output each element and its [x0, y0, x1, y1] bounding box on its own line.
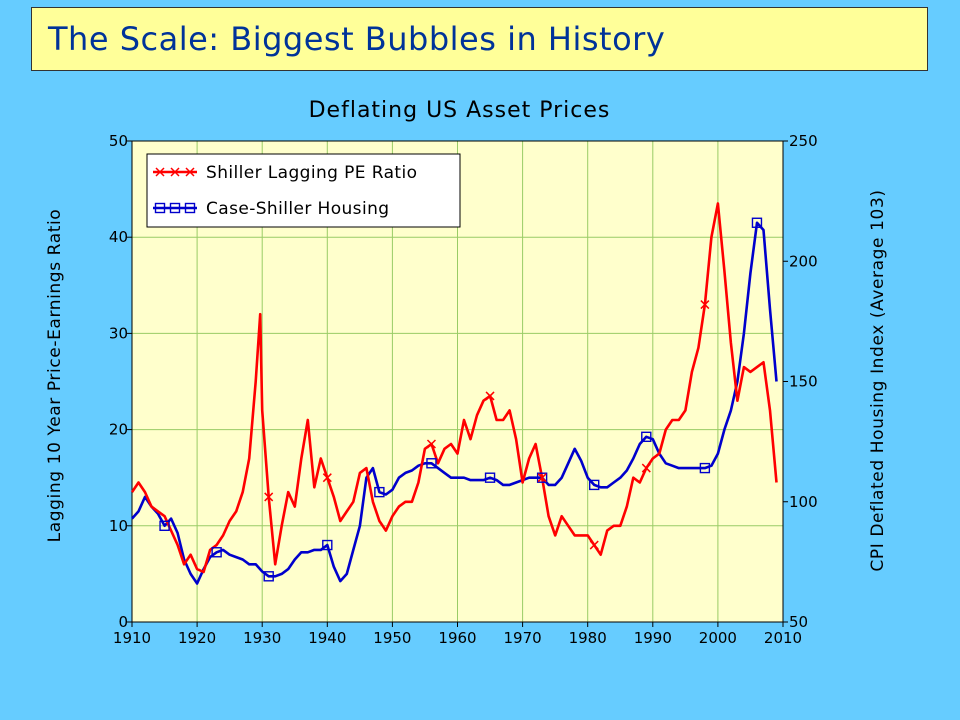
legend: [146, 153, 461, 228]
x-tick-label: 1970: [504, 629, 542, 647]
series-point-housing: [263, 571, 274, 582]
y2-axis-label: CPI Deflated Housing Index (Average 103): [868, 189, 888, 571]
legend-marker: [170, 167, 180, 177]
series-point-pe: [589, 540, 599, 550]
series-point-housing: [484, 472, 496, 483]
x-tick-label: 1950: [373, 629, 411, 647]
series-point-housing: [159, 520, 170, 531]
y2-tick-label: 50: [789, 613, 808, 631]
y2-tick-label: 200: [789, 252, 818, 270]
legend-label: Case-Shiller Housing: [206, 199, 389, 219]
series-point-housing: [589, 479, 600, 491]
series-point-housing: [751, 217, 763, 228]
series-point-housing: [426, 458, 437, 469]
y-tick-label: 50: [109, 132, 128, 150]
y2-tick-label: 150: [789, 373, 818, 391]
series-point-housing: [322, 539, 333, 551]
y-tick-label: 10: [109, 517, 128, 535]
series-point-housing: [536, 472, 548, 483]
series-point-pe: [485, 391, 495, 401]
series-point-housing: [699, 462, 711, 474]
legend-marker: [185, 167, 195, 177]
series-point-pe: [322, 473, 332, 483]
x-tick-label: 1920: [178, 629, 216, 647]
x-tick-label: 1980: [569, 629, 607, 647]
series-point-housing: [211, 547, 222, 558]
y-tick-label: 30: [109, 324, 128, 342]
x-tick-label: 1940: [308, 629, 346, 647]
legend-marker: [154, 202, 166, 214]
series-point-pe: [537, 473, 547, 483]
y2-tick-label: 250: [789, 132, 818, 150]
series-point-housing: [641, 431, 652, 443]
x-tick-label: 1960: [438, 629, 476, 647]
series-point-pe: [700, 300, 710, 310]
y-tick-label: 0: [118, 613, 128, 631]
legend-marker: [184, 202, 196, 214]
series-point-housing: [374, 486, 385, 498]
slide-title: The Scale: Biggest Bubbles in History: [48, 20, 666, 58]
x-tick-label: 2000: [699, 629, 737, 647]
y-axis-label: Lagging 10 Year Price-Earnings Ratio: [45, 209, 65, 543]
legend-label: Shiller Lagging PE Ratio: [206, 163, 417, 183]
x-tick-label: 2010: [764, 629, 802, 647]
legend-marker: [155, 167, 165, 177]
y-tick-label: 20: [109, 421, 128, 439]
x-tick-label: 1910: [113, 629, 151, 647]
slide-title-box: The Scale: Biggest Bubbles in History: [31, 7, 928, 71]
legend-marker: [169, 202, 181, 214]
y-tick-label: 40: [109, 228, 128, 246]
series-point-pe: [264, 492, 274, 502]
y2-tick-label: 100: [789, 493, 818, 511]
series-line-housing: [131, 221, 778, 585]
series-line-pe: [130, 202, 778, 574]
series-point-pe: [426, 439, 436, 449]
x-tick-label: 1990: [634, 629, 672, 647]
chart-title: Deflating US Asset Prices: [309, 98, 611, 123]
series-point-pe: [641, 463, 651, 473]
x-tick-label: 1930: [243, 629, 281, 647]
